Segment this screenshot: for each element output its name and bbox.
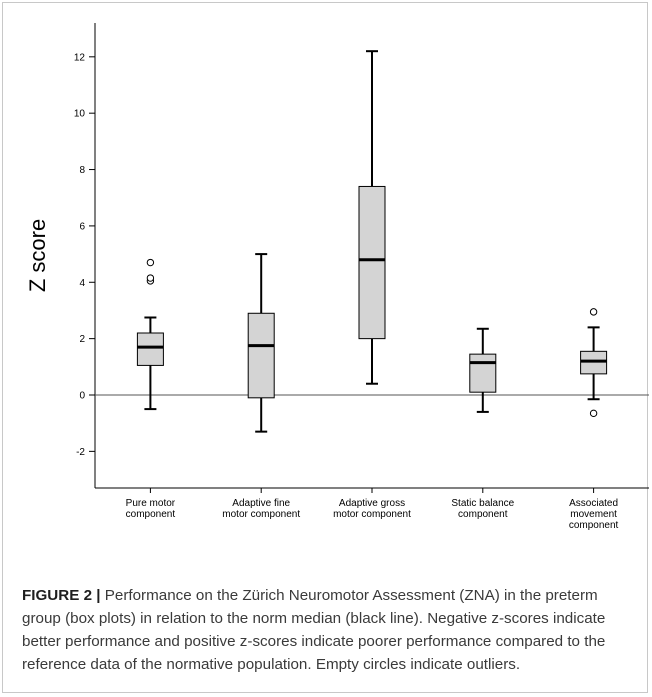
y-tick-label: 0 — [79, 391, 85, 402]
y-tick-label: 6 — [79, 221, 85, 232]
y-tick-label: 2 — [79, 334, 85, 345]
x-category-label: motor component — [333, 509, 411, 520]
x-category-label: Associated — [569, 498, 618, 509]
iqr-box — [136, 332, 164, 366]
x-category-label: Adaptive fine — [232, 498, 290, 509]
x-category-label: Adaptive gross — [339, 498, 405, 509]
x-category-label: Static balance — [451, 498, 514, 509]
outlier-point — [589, 409, 598, 418]
y-tick-label: -2 — [76, 447, 85, 458]
y-axis-title: Z score — [25, 219, 50, 292]
iqr-box — [469, 353, 497, 393]
outlier-point — [589, 308, 598, 316]
figure-label: FIGURE 2 | — [22, 587, 101, 604]
y-tick-label: 12 — [74, 52, 86, 63]
x-category-label: component — [569, 520, 619, 531]
x-category-label: movement — [570, 509, 617, 520]
y-tick-label: 10 — [74, 109, 86, 120]
x-category-label: component — [126, 509, 176, 520]
x-category-label: component — [458, 509, 508, 520]
x-category-label: motor component — [222, 509, 300, 520]
x-category-label: Pure motor — [126, 498, 176, 509]
figure-caption-text: Performance on the Zürich Neuromotor Ass… — [22, 587, 606, 673]
y-tick-label: 8 — [79, 165, 85, 176]
outlier-point — [146, 274, 155, 282]
figure-caption: FIGURE 2 | Performance on the Zürich Neu… — [22, 584, 632, 676]
iqr-box — [247, 312, 275, 399]
iqr-box — [358, 185, 386, 340]
y-tick-label: 4 — [79, 278, 85, 289]
outlier-point — [146, 258, 155, 267]
